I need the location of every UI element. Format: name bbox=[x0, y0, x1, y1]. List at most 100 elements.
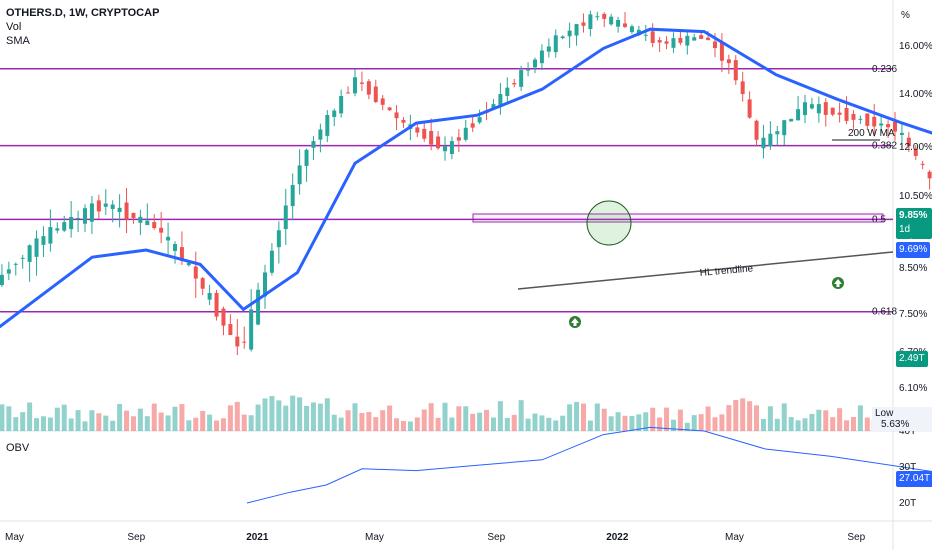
time-tick: May bbox=[365, 532, 384, 543]
candle-body bbox=[609, 16, 614, 25]
volume-bar bbox=[816, 409, 822, 431]
volume-bar bbox=[61, 404, 67, 431]
volume-bar bbox=[297, 397, 303, 431]
volume-bar bbox=[6, 406, 12, 431]
indicator-sma[interactable]: SMA bbox=[6, 35, 30, 47]
candle-body bbox=[318, 129, 323, 140]
chart-legend: OTHERS.D, 1W, CRYPTOCAP Vol SMA bbox=[6, 6, 159, 48]
volume-bar bbox=[774, 418, 780, 431]
volume-bar bbox=[380, 410, 386, 431]
volume-bar bbox=[650, 407, 656, 431]
volume-bar bbox=[338, 417, 344, 431]
time-tick: May bbox=[725, 532, 744, 543]
volume-bar bbox=[850, 417, 856, 431]
candlesticks bbox=[0, 10, 932, 356]
candle-body bbox=[747, 99, 752, 118]
candle-body bbox=[449, 141, 454, 155]
volume-bar bbox=[754, 405, 760, 431]
volume-bar bbox=[567, 404, 573, 431]
candle-body bbox=[629, 26, 634, 33]
candle-body bbox=[553, 35, 558, 53]
volume-bar bbox=[331, 414, 337, 431]
volume-bar bbox=[400, 420, 406, 431]
volume-bar bbox=[130, 416, 136, 431]
candle-body bbox=[283, 205, 288, 229]
current-price-badge: 9.85% 1d 14h bbox=[896, 208, 932, 249]
candle-body bbox=[733, 60, 738, 81]
volume-bar bbox=[684, 422, 690, 431]
candle-body bbox=[76, 217, 81, 219]
candle-body bbox=[823, 102, 828, 115]
low-text: Low bbox=[875, 408, 894, 419]
obv-line bbox=[246, 426, 932, 504]
volume-bar bbox=[657, 417, 663, 431]
volume-bar bbox=[103, 415, 109, 431]
volume-bar bbox=[158, 412, 164, 431]
indicator-vol[interactable]: Vol bbox=[6, 21, 22, 33]
volume-bar bbox=[324, 398, 330, 431]
volume-bar bbox=[664, 407, 670, 431]
volume-bar bbox=[220, 418, 226, 431]
candle-body bbox=[415, 127, 420, 133]
obv-legend[interactable]: OBV bbox=[6, 442, 30, 454]
candle-body bbox=[491, 104, 496, 109]
volume-bar bbox=[124, 410, 130, 431]
volume-bar bbox=[864, 417, 870, 431]
candle-body bbox=[761, 137, 766, 149]
volume-bar bbox=[608, 416, 614, 431]
volume-bar bbox=[844, 420, 850, 431]
sma-value-badge: 9.69% bbox=[896, 242, 931, 258]
candle-body bbox=[380, 98, 385, 105]
candle-body bbox=[394, 112, 399, 119]
candle-body bbox=[269, 250, 274, 273]
volume-bar bbox=[580, 403, 586, 431]
candle-body bbox=[816, 104, 821, 114]
candle-body bbox=[69, 216, 74, 230]
volume-bar bbox=[698, 414, 704, 431]
candle-body bbox=[512, 83, 517, 85]
volume-bar bbox=[110, 420, 116, 431]
volume-bar bbox=[394, 418, 400, 431]
volume-bar bbox=[435, 417, 441, 431]
candle-body bbox=[179, 247, 184, 261]
candle-body bbox=[526, 69, 531, 71]
candle-body bbox=[6, 269, 11, 274]
candle-body bbox=[533, 59, 537, 68]
volume-bar bbox=[366, 412, 372, 431]
candle-body bbox=[803, 102, 807, 116]
candle-body bbox=[913, 148, 918, 156]
volume-bars bbox=[0, 395, 932, 431]
volume-bar bbox=[345, 410, 351, 431]
fib-label: 0.5 bbox=[872, 214, 886, 225]
volume-bar bbox=[290, 395, 296, 431]
candle-body bbox=[706, 37, 711, 41]
volume-bar bbox=[670, 419, 676, 431]
highlight-circle bbox=[586, 200, 632, 246]
volume-bar bbox=[601, 408, 607, 431]
volume-bar bbox=[802, 418, 808, 431]
fibonacci-lines: 0.236 0.382 0.5 0.618 bbox=[0, 64, 897, 318]
volume-bar bbox=[553, 420, 559, 431]
candle-body bbox=[782, 120, 787, 136]
ma-label: 200 W MA bbox=[848, 128, 895, 139]
candle-body bbox=[443, 145, 447, 152]
candle-body bbox=[13, 263, 18, 265]
candle-body bbox=[567, 30, 572, 37]
volume-bar bbox=[255, 404, 261, 431]
volume-bar bbox=[172, 406, 178, 431]
candle-body bbox=[713, 41, 717, 49]
time-tick: Sep bbox=[847, 532, 865, 543]
volume-bar bbox=[767, 406, 773, 431]
candle-body bbox=[332, 110, 337, 118]
volume-bar bbox=[248, 415, 254, 431]
volume-bar bbox=[317, 403, 323, 431]
candle-body bbox=[886, 124, 891, 128]
volume-bar bbox=[186, 420, 192, 431]
volume-bar bbox=[0, 404, 5, 431]
candle-body bbox=[719, 42, 724, 61]
obv-tick: 30T bbox=[899, 462, 916, 473]
volume-bar bbox=[144, 416, 150, 431]
candle-body bbox=[588, 14, 593, 29]
symbol-line[interactable]: OTHERS.D, 1W, CRYPTOCAP bbox=[6, 7, 160, 19]
